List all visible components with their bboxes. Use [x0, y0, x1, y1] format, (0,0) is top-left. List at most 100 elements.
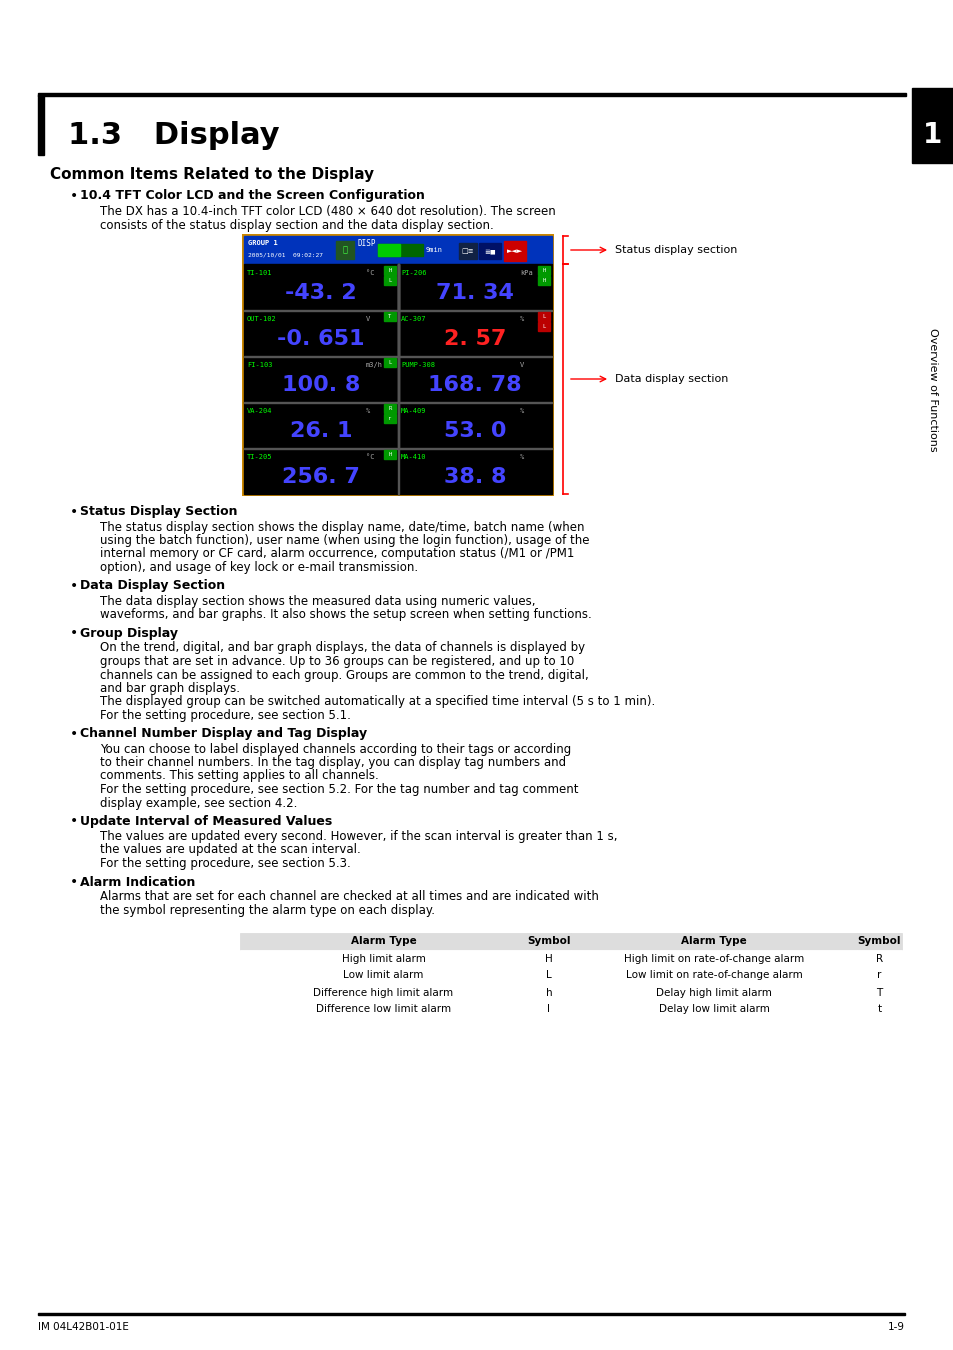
- Bar: [537, 266, 550, 275]
- Bar: [240, 1000, 526, 1018]
- Text: •: •: [70, 814, 78, 829]
- Bar: [38, 1314, 904, 1315]
- Text: %: %: [519, 316, 524, 323]
- Text: L: L: [542, 315, 545, 320]
- Text: GROUP 1: GROUP 1: [248, 240, 277, 246]
- Bar: [377, 244, 399, 256]
- Bar: [526, 984, 571, 1000]
- Bar: [384, 275, 395, 285]
- Text: Delay high limit alarm: Delay high limit alarm: [656, 987, 771, 998]
- Text: h: h: [545, 987, 552, 998]
- Bar: [856, 950, 901, 967]
- Text: Alarm Type: Alarm Type: [351, 937, 416, 946]
- Bar: [503, 242, 525, 261]
- Bar: [571, 984, 856, 1000]
- Bar: [38, 93, 905, 96]
- Text: DISP: DISP: [357, 239, 376, 248]
- Text: PI-206: PI-206: [400, 270, 426, 275]
- Text: Update Interval of Measured Values: Update Interval of Measured Values: [80, 815, 332, 828]
- Bar: [244, 265, 552, 310]
- Bar: [397, 265, 398, 494]
- Text: Status display section: Status display section: [615, 244, 737, 255]
- Text: 10.4 TFT Color LCD and the Screen Configuration: 10.4 TFT Color LCD and the Screen Config…: [80, 189, 424, 202]
- Text: %: %: [519, 454, 524, 460]
- Text: %: %: [366, 408, 370, 414]
- Bar: [244, 448, 552, 494]
- Text: 26. 1: 26. 1: [290, 421, 352, 441]
- Text: VA-204: VA-204: [247, 408, 273, 414]
- Text: V: V: [519, 362, 524, 369]
- Text: The data display section shows the measured data using numeric values,: The data display section shows the measu…: [100, 594, 535, 608]
- Text: using the batch function), user name (when using the login function), usage of t: using the batch function), user name (wh…: [100, 535, 589, 547]
- Text: the values are updated at the scan interval.: the values are updated at the scan inter…: [100, 844, 360, 856]
- Text: OUT-102: OUT-102: [247, 316, 276, 323]
- Text: •: •: [70, 505, 78, 518]
- Bar: [244, 236, 552, 494]
- Text: channels can be assigned to each group. Groups are common to the trend, digital,: channels can be assigned to each group. …: [100, 668, 588, 682]
- Text: L: L: [542, 324, 545, 329]
- Text: •: •: [70, 875, 78, 890]
- Bar: [377, 244, 422, 256]
- Bar: [244, 402, 552, 448]
- Text: For the setting procedure, see section 5.1.: For the setting procedure, see section 5…: [100, 709, 351, 722]
- Text: Data Display Section: Data Display Section: [80, 579, 225, 593]
- Text: H: H: [542, 269, 545, 274]
- Text: AC-307: AC-307: [400, 316, 426, 323]
- Text: L: L: [388, 360, 392, 366]
- Text: Difference low limit alarm: Difference low limit alarm: [315, 1004, 451, 1014]
- Text: Alarm Type: Alarm Type: [680, 937, 746, 946]
- Bar: [571, 967, 856, 984]
- Bar: [571, 950, 856, 967]
- Text: to their channel numbers. In the tag display, you can display tag numbers and: to their channel numbers. In the tag dis…: [100, 756, 565, 770]
- Text: 1.3   Display: 1.3 Display: [68, 122, 279, 150]
- Text: T: T: [876, 987, 882, 998]
- Text: Symbol: Symbol: [527, 937, 570, 946]
- Text: T: T: [388, 315, 392, 320]
- Text: Common Items Related to the Display: Common Items Related to the Display: [50, 167, 374, 182]
- Text: Overview of Functions: Overview of Functions: [927, 328, 937, 452]
- Text: Data display section: Data display section: [615, 374, 727, 383]
- Text: V: V: [366, 316, 370, 323]
- Text: I: I: [547, 1004, 550, 1014]
- Text: internal memory or CF card, alarm occurrence, computation status (/M1 or /PM1: internal memory or CF card, alarm occurr…: [100, 548, 574, 560]
- Bar: [384, 312, 395, 321]
- Text: Difference high limit alarm: Difference high limit alarm: [314, 987, 453, 998]
- Bar: [478, 243, 500, 259]
- Text: 168. 78: 168. 78: [428, 375, 521, 396]
- Text: r: r: [388, 417, 392, 421]
- Text: High limit on rate-of-change alarm: High limit on rate-of-change alarm: [623, 953, 803, 964]
- Bar: [526, 967, 571, 984]
- Bar: [244, 236, 552, 494]
- Bar: [244, 236, 552, 265]
- Text: Group Display: Group Display: [80, 626, 178, 640]
- Text: For the setting procedure, see section 5.2. For the tag number and tag comment: For the setting procedure, see section 5…: [100, 783, 578, 796]
- Bar: [397, 265, 398, 494]
- Text: °C: °C: [366, 454, 375, 460]
- Text: 71. 34: 71. 34: [436, 284, 514, 302]
- Text: °C: °C: [366, 270, 375, 275]
- Bar: [537, 312, 550, 321]
- Text: You can choose to label displayed channels according to their tags or according: You can choose to label displayed channe…: [100, 743, 571, 756]
- Text: •: •: [70, 579, 78, 593]
- Text: 100. 8: 100. 8: [281, 375, 360, 396]
- Text: -0. 651: -0. 651: [277, 329, 364, 350]
- Bar: [384, 266, 395, 275]
- Bar: [856, 967, 901, 984]
- Bar: [856, 933, 901, 950]
- Text: •: •: [70, 728, 78, 741]
- Text: H: H: [542, 278, 545, 283]
- Bar: [537, 323, 550, 331]
- Text: High limit alarm: High limit alarm: [341, 953, 425, 964]
- Text: 1-9: 1-9: [887, 1322, 904, 1332]
- Bar: [240, 933, 526, 950]
- Bar: [571, 933, 856, 950]
- Text: and bar graph displays.: and bar graph displays.: [100, 682, 240, 695]
- Bar: [240, 950, 526, 967]
- Text: t: t: [877, 1004, 881, 1014]
- Text: The DX has a 10.4-inch TFT color LCD (480 × 640 dot resolution). The screen: The DX has a 10.4-inch TFT color LCD (48…: [100, 205, 556, 219]
- Bar: [397, 265, 398, 494]
- Bar: [240, 967, 526, 984]
- Text: □≡: □≡: [461, 248, 474, 254]
- Text: the symbol representing the alarm type on each display.: the symbol representing the alarm type o…: [100, 904, 435, 917]
- Bar: [537, 275, 550, 285]
